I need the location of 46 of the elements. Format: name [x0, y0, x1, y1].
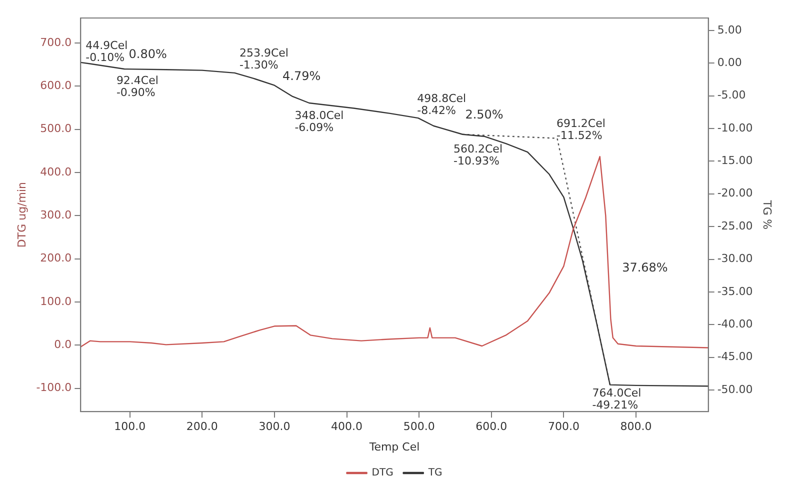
y-tick-label: 300.0 [40, 208, 72, 222]
annotation: 92.4Cel -0.90% [116, 74, 158, 99]
y2-tick-label: -5.00 [717, 88, 746, 102]
x-tick-label: 300.0 [258, 420, 290, 434]
x-tick-label: 400.0 [331, 420, 363, 434]
y2-tick-label: -10.00 [717, 121, 753, 134]
y-tick-label: 200.0 [40, 252, 72, 265]
annotation: 0.80% [128, 47, 167, 62]
x-axis-title: Temp Cel [368, 440, 420, 454]
y2-tick-label: -45.00 [717, 350, 753, 364]
y2-tick-label: -15.00 [717, 154, 753, 168]
legend-label: DTG [372, 468, 394, 479]
x-tick-label: 200.0 [186, 420, 218, 434]
y2-tick-label: -35.00 [717, 284, 753, 298]
annotation: 253.9Cel -1.30% [239, 46, 288, 72]
y2-axis-title: TG % [760, 199, 774, 230]
y2-tick-label: -25.00 [717, 219, 753, 232]
x-tick-label: 600.0 [476, 420, 508, 434]
x-tick-label: 500.0 [403, 420, 435, 434]
y-tick-label: 600.0 [40, 79, 72, 92]
y2-tick-label: 5.00 [717, 23, 742, 36]
x-tick-label: 700.0 [548, 420, 580, 434]
y2-tick-label: 0.00 [717, 56, 742, 69]
annotation: 348.0Cel -6.09% [294, 109, 344, 134]
y2-tick-label: -20.00 [717, 186, 753, 200]
x-tick-label: 100.0 [114, 420, 146, 434]
y2-tick-label: -50.00 [717, 382, 753, 396]
x-tick-label: 800.0 [620, 420, 652, 434]
annotation: 498.8Cel -8.42% [417, 92, 466, 117]
y2-tick-label: -40.00 [717, 318, 753, 330]
y-tick-label: 500.0 [40, 122, 72, 136]
y-tick-label: 700.0 [40, 36, 72, 49]
annotation: 2.50% [465, 107, 504, 122]
legend-label: TG [427, 468, 442, 479]
y-tick-label: 400.0 [40, 165, 72, 178]
annotation: 44.9Cel -0.10% [86, 38, 128, 64]
y-tick-label: 100.0 [40, 294, 72, 308]
y-tick-label: -100.0 [36, 381, 72, 394]
annotation: 4.79% [282, 68, 321, 83]
annotation: 560.2Cel -10.93% [454, 142, 502, 168]
annotation: 37.68% [622, 260, 668, 274]
y-tick-label: 0.0 [54, 338, 72, 351]
annotation: 691.2Cel -11.52% [556, 117, 606, 142]
y2-tick-label: -30.00 [717, 252, 753, 266]
annotation: 764.0Cel -49.21% [592, 386, 642, 412]
y-axis-title: DTG ug/min [15, 182, 28, 248]
